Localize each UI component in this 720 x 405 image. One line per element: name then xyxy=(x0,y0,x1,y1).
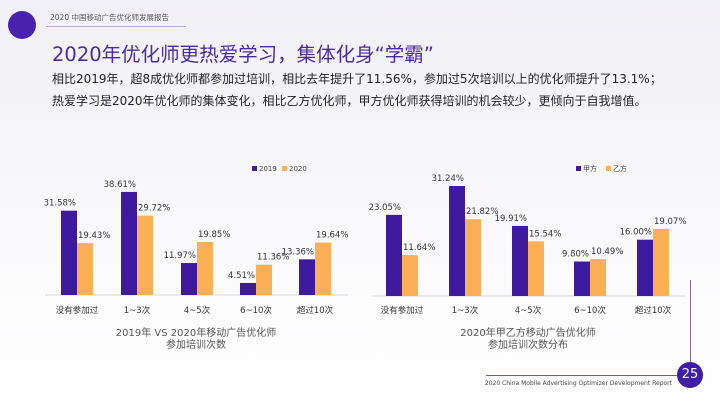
bar xyxy=(653,228,669,296)
data-label: 29.72% xyxy=(138,204,170,214)
bar xyxy=(402,255,418,296)
bar xyxy=(299,259,315,295)
data-label: 9.80% xyxy=(562,250,589,260)
chart-title: 参加培训次数分布 xyxy=(488,338,568,351)
category-label: 1~3次 xyxy=(452,305,479,316)
category-label: 4~5次 xyxy=(184,305,211,316)
footer-divider xyxy=(486,375,677,376)
data-label: 31.58% xyxy=(44,199,76,209)
footer-text: 2020 China Mobile Advertising Optimizer … xyxy=(484,380,672,387)
header-divider xyxy=(46,26,186,27)
bar xyxy=(637,239,653,296)
bar xyxy=(256,264,272,295)
category-label: 没有参加过 xyxy=(56,305,99,316)
bar xyxy=(137,215,153,295)
data-label: 4.51% xyxy=(228,271,255,281)
data-label: 11.36% xyxy=(257,253,289,263)
category-label: 6~10次 xyxy=(574,305,606,316)
bar xyxy=(315,242,331,295)
category-label: 没有参加过 xyxy=(381,305,424,316)
data-label: 19.91% xyxy=(495,214,527,224)
legend-swatch xyxy=(606,166,611,171)
bar xyxy=(181,263,197,295)
category-label: 4~5次 xyxy=(515,305,542,316)
category-label: 6~10次 xyxy=(240,305,272,316)
chart-title: 参加培训次数 xyxy=(166,338,226,351)
data-label: 19.64% xyxy=(316,231,348,241)
bar xyxy=(512,225,528,296)
data-label: 11.97% xyxy=(164,251,196,261)
bar xyxy=(528,241,544,296)
report-name: 2020 中国移动广告优化师发展报告 xyxy=(50,13,169,22)
data-label: 16.00% xyxy=(620,228,652,238)
category-label: 超过10次 xyxy=(297,305,334,316)
data-label: 23.05% xyxy=(369,203,401,213)
bar xyxy=(465,219,481,296)
legend-label: 2020 xyxy=(289,165,307,173)
data-label: 19.43% xyxy=(78,231,110,241)
bar xyxy=(449,186,465,296)
bar xyxy=(386,214,402,296)
bar xyxy=(77,243,93,295)
data-label: 19.07% xyxy=(654,217,686,227)
bar xyxy=(590,259,606,296)
body-text-line-1: 相比2019年，超8成优化师都参加过培训，相比去年提升了11.56%，参加过5次… xyxy=(52,72,662,86)
data-label: 13.36% xyxy=(282,247,314,257)
data-label: 21.82% xyxy=(466,207,498,217)
legend-label: 甲方 xyxy=(583,164,597,173)
chart-title: 2020年甲乙方移动广告优化师 xyxy=(460,326,595,339)
chart-title: 2019年 VS 2020年移动广告优化师 xyxy=(116,326,276,339)
data-label: 19.85% xyxy=(198,230,230,240)
legend-label: 乙方 xyxy=(613,164,627,173)
bar xyxy=(61,210,77,295)
legend-label: 2019 xyxy=(259,165,277,173)
bar xyxy=(240,282,256,295)
logo-dot xyxy=(8,11,36,39)
category-label: 超过10次 xyxy=(635,305,672,316)
bar xyxy=(121,191,137,295)
data-label: 11.64% xyxy=(403,243,435,253)
body-text-line-2: 热爱学习是2020年优化师的集体变化，相比乙方优化师，甲方优化师获得培训的机会较… xyxy=(52,94,647,108)
bar xyxy=(197,242,213,295)
data-label: 31.24% xyxy=(432,174,464,184)
legend-swatch xyxy=(282,166,287,171)
data-label: 10.49% xyxy=(591,247,623,257)
bar xyxy=(574,261,590,296)
legend-swatch xyxy=(576,166,581,171)
footer-vertical-line xyxy=(690,280,691,362)
page-title: 2020年优化师更热爱学习，集体化身“学霸” xyxy=(52,43,434,66)
data-label: 38.61% xyxy=(104,180,136,190)
category-label: 1~3次 xyxy=(124,305,151,316)
data-label: 15.54% xyxy=(529,229,561,239)
legend-swatch xyxy=(252,166,257,171)
page-number: 25 xyxy=(677,362,703,388)
